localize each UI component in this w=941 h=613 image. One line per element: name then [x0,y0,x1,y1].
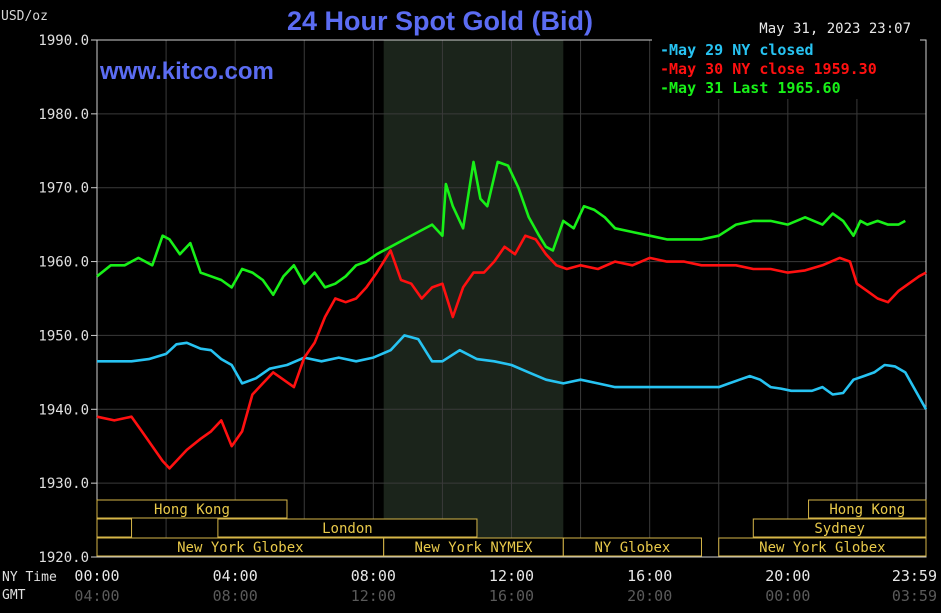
chart-title: 24 Hour Spot Gold (Bid) [287,6,593,36]
x-axis-label-ny: NY Time [2,570,57,585]
legend-label-may31: May 31 Last 1965.60 [669,79,841,97]
legend-entry-may31: -May 31 Last 1965.60 [660,79,841,97]
x-tick-label-ny: 00:00 [74,567,119,585]
series-line [96,234,927,470]
session-bar [562,537,702,557]
x-tick-label-ny: 12:00 [489,567,534,585]
session-label: NY Globex [594,540,670,556]
series-line [97,334,928,410]
plot-area: 1990.0 1980.0 1970.0 1960.0 1950.0 1940.0 1930… [2,33,937,605]
x-tick-label-gmt: 00:00 [765,587,810,605]
legend-entry-may30: -May 30 NY close 1959.30 [660,60,877,78]
legend: -May 29 NY closed -May 30 NY close 1959.… [652,39,920,99]
x-tick-label-gmt: 03:59 [892,587,937,605]
x-tick-label-ny: 20:00 [765,567,810,585]
legend-dash-may31: - [660,79,670,97]
x-tick-label-gmt: 12:00 [351,587,396,605]
x-tick-label-gmt: 08:00 [213,587,258,605]
series-line [96,160,906,297]
nymex-shaded-region [383,40,564,557]
y-tick-label: 1940.0 [38,402,89,418]
timestamp: May 31, 2023 23:07 [759,21,911,37]
y-tick-label: 1920.0 [38,550,89,566]
units-label: USD/oz [1,9,48,24]
x-tick-label-gmt: 04:00 [74,587,119,605]
session-label: New York Globex [759,540,885,556]
y-tick-label: 1990.0 [38,33,89,49]
y-tick-label: 1960.0 [38,255,89,271]
session-bar [718,537,927,557]
legend-label-may29: May 29 NY closed [669,41,814,59]
website-label: www.kitco.com [100,58,274,85]
legend-dash-may30: - [660,60,670,78]
y-tick-label: 1930.0 [38,476,89,492]
session-bar [217,518,478,538]
session-bar [96,518,133,538]
x-axis-label-gmt: GMT [2,588,26,603]
session-label: Hong Kong [154,502,230,518]
session-label: Hong Kong [829,502,905,518]
x-tick-label-ny: 16:00 [627,567,672,585]
x-tick-label-gmt: 16:00 [489,587,534,605]
session-bar [96,499,288,519]
session-label: New York NYMEX [414,540,533,556]
legend-dash-may29: - [660,41,670,59]
legend-label-may30: May 30 NY close 1959.30 [669,60,877,78]
x-tick-label-ny: 23:59 [892,567,937,585]
y-tick-label: 1970.0 [38,181,89,197]
y-tick-label: 1950.0 [38,328,89,344]
plot-frame [96,39,927,558]
session-label: London [322,521,373,537]
session-bar [752,518,927,538]
session-bar [808,499,927,519]
session-label: Sydney [814,521,865,537]
legend-entry-may29: -May 29 NY closed [660,41,814,59]
x-tick-label-ny: 08:00 [351,567,396,585]
session-label: New York Globex [177,540,303,556]
y-tick-label: 1980.0 [38,107,89,123]
x-tick-label-ny: 04:00 [213,567,258,585]
x-tick-label-gmt: 20:00 [627,587,672,605]
